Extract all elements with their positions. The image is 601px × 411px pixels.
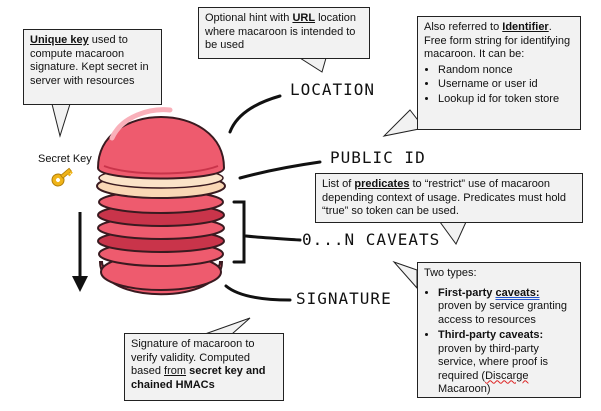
public-id-label: PUBLIC ID [330, 148, 426, 167]
identifier-callout-strong: Identifier [502, 21, 549, 33]
caveats-label: 0...N CAVEATS [302, 230, 441, 249]
location-connector [228, 94, 282, 134]
third-party-item: Third-party caveats: proven by third-par… [438, 329, 574, 397]
unique-key-callout: Unique key used to compute macaroon sign… [23, 29, 162, 105]
signature-connector [224, 284, 292, 302]
signature-callout: Signature of macaroon to verify validity… [124, 333, 284, 401]
first-party-text: proven by service granting access to res… [438, 300, 568, 326]
macaroon-illustration [96, 107, 226, 296]
first-party-strong-b: caveats: [495, 286, 540, 299]
connector-lines [224, 94, 322, 302]
location-callout-pre: Optional hint with [205, 12, 293, 24]
predicates-callout-strong: predicates [354, 178, 410, 190]
caveats-bracket [232, 200, 246, 264]
caveats-connector [244, 234, 302, 242]
identifier-bullet-list: Random nonce Username or user id Lookup … [424, 64, 574, 107]
first-party-strong-a: First-party [438, 286, 496, 299]
third-party-text: proven by third-party service, where pro… [438, 342, 549, 382]
public-id-connector [238, 160, 322, 180]
signature-callout-tail [204, 317, 251, 335]
signature-callout-pre: Signature of macaroon to verify validity… [131, 338, 255, 377]
caveat-types-heading: Two types: [424, 267, 477, 279]
types-callout-tail [392, 260, 418, 290]
third-party-strong: Third-party caveats: [438, 329, 544, 341]
first-party-item: First-party caveats: proven by service g… [438, 287, 574, 328]
identifier-callout-text: . Free form string for identifying macar… [424, 21, 571, 60]
identifier-bullet: Lookup id for token store [438, 93, 574, 107]
secret-key-label: Secret Key [38, 153, 92, 165]
third-party-end: Macaroon) [438, 383, 491, 395]
predicates-callout-text: to “restrict” use of macaroon depending … [322, 178, 566, 217]
identifier-bullet: Random nonce [438, 64, 574, 78]
location-callout-strong: URL [292, 12, 316, 24]
caveat-types-callout: Two types: First-party caveats: proven b… [417, 262, 581, 398]
third-party-link: Discarge [485, 369, 529, 382]
predicates-callout: List of predicates to “restrict” use of … [315, 173, 583, 223]
unique-key-strong: Unique key [30, 34, 89, 46]
signature-callout-from: from [164, 365, 187, 377]
identifier-callout-pre: Also referred to [424, 21, 503, 33]
unique-key-callout-tail [51, 103, 71, 138]
location-callout: Optional hint with URL location where ma… [198, 7, 370, 59]
identifier-bullet: Username or user id [438, 78, 574, 92]
signature-label: SIGNATURE [296, 289, 392, 308]
predicates-callout-tail [439, 221, 467, 245]
signature-callout-strong: secret key and chained HMACs [131, 365, 266, 391]
identifier-callout: Also referred to Identifier. Free form s… [417, 16, 581, 130]
key-icon [51, 167, 73, 187]
predicates-callout-pre: List of [322, 178, 355, 190]
location-callout-tail [298, 57, 327, 73]
caveat-types-list: First-party caveats: proven by service g… [424, 287, 574, 397]
down-arrow-icon [72, 212, 88, 292]
location-label: LOCATION [290, 80, 376, 99]
location-callout-text: location where macaroon is intended to b… [205, 12, 357, 51]
unique-key-text: used to compute macaroon signature. Kept… [30, 34, 149, 87]
